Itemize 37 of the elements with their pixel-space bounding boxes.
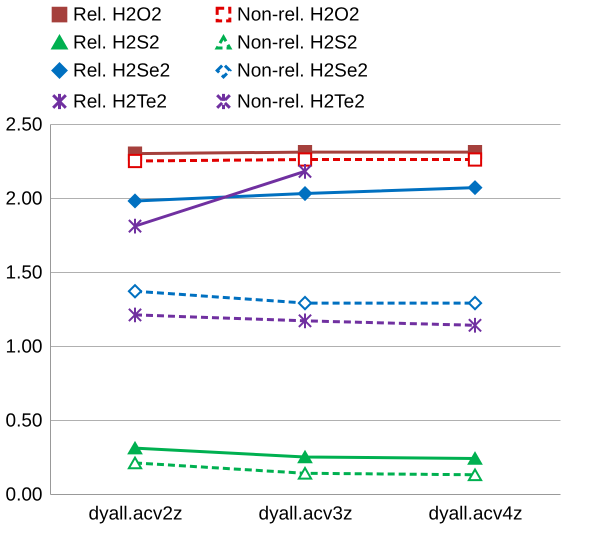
legend-label: Non-rel. H2Se2	[237, 60, 368, 82]
legend-label: Rel. H2Se2	[73, 60, 170, 82]
point	[128, 442, 142, 454]
point	[468, 296, 482, 310]
point	[298, 312, 312, 330]
point	[298, 163, 312, 180]
y-tick-label: 2.50	[6, 114, 42, 136]
point	[298, 450, 312, 464]
point	[468, 452, 482, 465]
x-tick-label: dyall.acv4z	[428, 504, 522, 524]
y-tick-label: 0.50	[6, 410, 42, 432]
legend-label: Rel. H2O2	[73, 4, 162, 26]
point	[128, 218, 142, 234]
x-tick-label: dyall.acv3z	[258, 504, 352, 524]
y-tick-label: 1.00	[6, 336, 42, 358]
y-tick-label: 1.50	[6, 262, 42, 284]
legend-label: Rel. H2S2	[73, 32, 160, 54]
legend-label: Non-rel. H2S2	[237, 32, 358, 54]
legend-label: Non-rel. H2Te2	[237, 92, 365, 112]
point	[468, 152, 482, 167]
y-tick-label: 2.00	[6, 188, 42, 210]
legend-label: Non-rel. H2O2	[237, 4, 360, 26]
point	[298, 296, 312, 310]
y-tick-label: 0.00	[6, 484, 42, 506]
point	[298, 186, 312, 201]
point	[128, 284, 142, 298]
legend-label: Rel. H2Te2	[73, 92, 167, 112]
point	[468, 180, 482, 195]
point	[128, 154, 142, 168]
point	[128, 194, 142, 208]
point	[128, 306, 142, 324]
point	[128, 456, 142, 470]
x-tick-label: dyall.acv2z	[88, 504, 182, 524]
point	[468, 316, 482, 334]
point	[298, 152, 312, 167]
point	[298, 466, 312, 480]
point	[468, 468, 482, 482]
